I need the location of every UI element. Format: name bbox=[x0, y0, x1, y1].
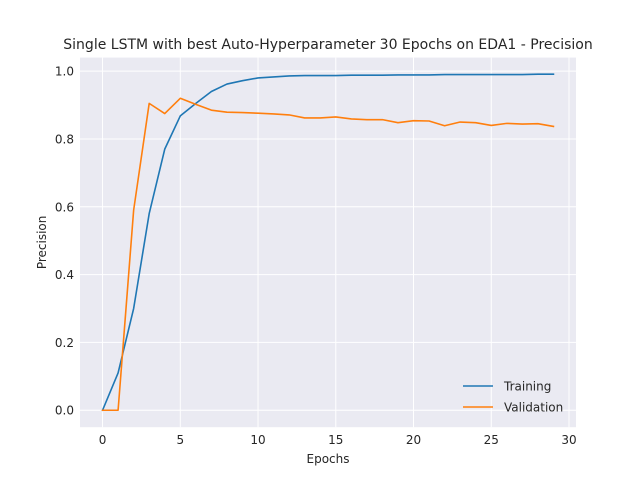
y-tick-label: 0.6 bbox=[55, 200, 74, 214]
legend: Training Validation bbox=[463, 380, 563, 415]
x-tick-label: 20 bbox=[406, 433, 421, 447]
x-tick-label: 5 bbox=[176, 433, 184, 447]
legend-label-training: Training bbox=[503, 380, 551, 394]
x-ticks: 0 5 10 15 20 25 30 bbox=[99, 433, 577, 447]
x-tick-label: 25 bbox=[484, 433, 499, 447]
series-group bbox=[101, 73, 555, 412]
y-axis-label: Precision bbox=[35, 216, 49, 270]
x-tick-label: 30 bbox=[561, 433, 576, 447]
series-line-training bbox=[101, 73, 555, 412]
x-tick-label: 10 bbox=[250, 433, 265, 447]
x-tick-label: 15 bbox=[328, 433, 343, 447]
y-ticks: 0.0 0.2 0.4 0.6 0.8 1.0 bbox=[55, 65, 74, 418]
legend-label-validation: Validation bbox=[504, 401, 563, 415]
y-tick-label: 0.2 bbox=[55, 336, 74, 350]
y-tick-label: 1.0 bbox=[55, 65, 74, 79]
x-tick-label: 0 bbox=[99, 433, 107, 447]
y-tick-label: 0.4 bbox=[55, 268, 74, 282]
y-tick-label: 0.0 bbox=[55, 404, 74, 418]
plot-background bbox=[80, 57, 576, 428]
grid bbox=[80, 57, 576, 428]
chart-title: Single LSTM with best Auto-Hyperparamete… bbox=[63, 37, 592, 53]
x-axis-label: Epochs bbox=[307, 452, 350, 466]
series-line-validation bbox=[101, 97, 555, 412]
y-tick-label: 0.8 bbox=[55, 132, 74, 146]
